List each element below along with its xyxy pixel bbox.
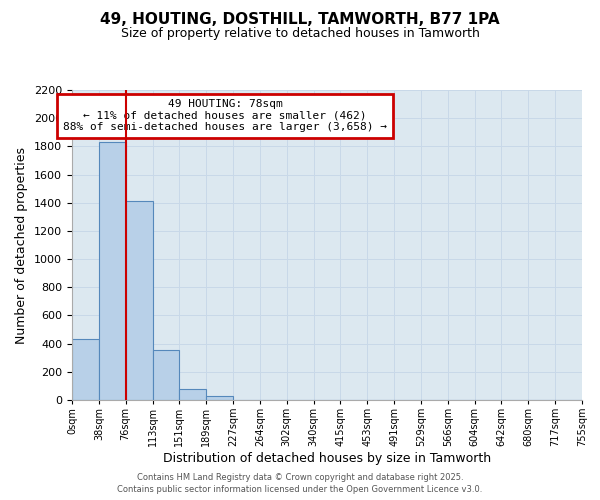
- X-axis label: Distribution of detached houses by size in Tamworth: Distribution of detached houses by size …: [163, 452, 491, 465]
- Text: 49, HOUTING, DOSTHILL, TAMWORTH, B77 1PA: 49, HOUTING, DOSTHILL, TAMWORTH, B77 1PA: [100, 12, 500, 28]
- Bar: [99, 142, 125, 400]
- Bar: [125, 200, 152, 400]
- Bar: [152, 350, 179, 400]
- Text: Size of property relative to detached houses in Tamworth: Size of property relative to detached ho…: [121, 28, 479, 40]
- Bar: [72, 340, 99, 400]
- Text: Contains public sector information licensed under the Open Government Licence v3: Contains public sector information licen…: [118, 485, 482, 494]
- Bar: [179, 390, 206, 400]
- Bar: [206, 396, 233, 400]
- Y-axis label: Number of detached properties: Number of detached properties: [16, 146, 28, 344]
- Text: Contains HM Land Registry data © Crown copyright and database right 2025.: Contains HM Land Registry data © Crown c…: [137, 472, 463, 482]
- Text: 49 HOUTING: 78sqm
← 11% of detached houses are smaller (462)
88% of semi-detache: 49 HOUTING: 78sqm ← 11% of detached hous…: [63, 100, 387, 132]
